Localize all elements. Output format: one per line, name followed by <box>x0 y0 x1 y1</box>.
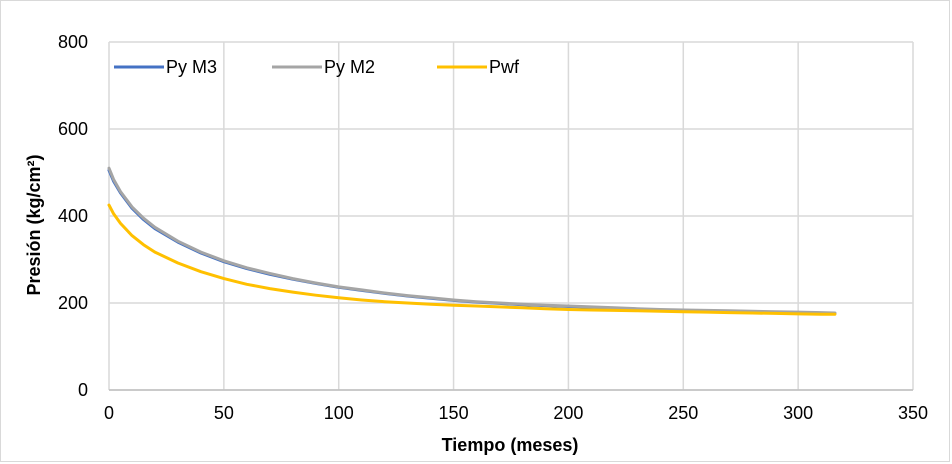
y-tick-label: 200 <box>58 293 88 313</box>
series-line-pwf <box>107 203 837 316</box>
x-tick-label: 0 <box>104 403 114 423</box>
y-tick-label: 0 <box>78 380 88 400</box>
tick-labels: 0 50 100 150 200 250 300 350 0 200 400 600 800 <box>58 32 928 423</box>
x-tick-label: 250 <box>668 403 698 423</box>
series-line-py-m2 <box>107 166 837 315</box>
x-tick-label: 150 <box>439 403 469 423</box>
series-lines <box>107 166 837 316</box>
x-tick-label: 50 <box>214 403 234 423</box>
x-tick-label: 100 <box>324 403 354 423</box>
legend: Py M3 Py M2 Pwf <box>114 57 520 77</box>
x-tick-label: 350 <box>898 403 928 423</box>
x-tick-label: 200 <box>553 403 583 423</box>
series-line-py-m3 <box>107 168 837 315</box>
y-tick-label: 800 <box>58 32 88 52</box>
x-tick-label: 300 <box>783 403 813 423</box>
legend-label-py-m2: Py M2 <box>324 57 375 77</box>
y-tick-label: 600 <box>58 119 88 139</box>
y-tick-label: 400 <box>58 206 88 226</box>
legend-label-pwf: Pwf <box>489 57 520 77</box>
legend-label-py-m3: Py M3 <box>166 57 217 77</box>
gridlines <box>108 41 914 391</box>
y-axis-title: Presión (kg/cm²) <box>24 154 44 295</box>
x-axis-title: Tiempo (meses) <box>442 435 579 455</box>
